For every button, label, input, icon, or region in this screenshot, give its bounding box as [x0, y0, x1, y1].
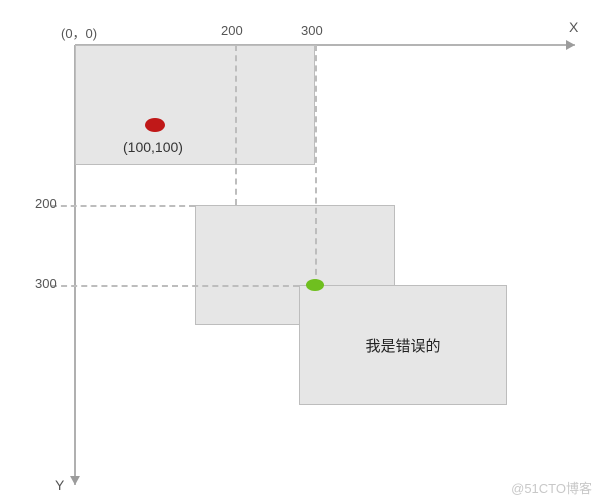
- watermark: @51CTO博客: [511, 478, 592, 497]
- guide-line: [51, 285, 299, 287]
- guide-line: [51, 205, 195, 207]
- red-dot-label: (100,100): [123, 139, 183, 155]
- y-tick-label: 200: [35, 196, 57, 211]
- x-tick-label: 300: [301, 23, 323, 38]
- x-axis-label: X: [569, 19, 578, 35]
- box1: [75, 45, 315, 165]
- diagram-stage: X Y 我是错误的 (0，0) 200 300 200 300 (100,100) @51CTO博…: [0, 0, 600, 503]
- y-tick-label: 300: [35, 276, 57, 291]
- green-dot: [306, 279, 324, 291]
- guide-line: [315, 45, 317, 285]
- origin-label: (0，0): [61, 23, 97, 42]
- guide-line: [235, 45, 237, 205]
- box3: 我是错误的: [299, 285, 507, 405]
- red-dot: [145, 118, 165, 132]
- y-axis-label: Y: [55, 477, 64, 493]
- x-tick-label: 200: [221, 23, 243, 38]
- box3-label: 我是错误的: [300, 335, 506, 356]
